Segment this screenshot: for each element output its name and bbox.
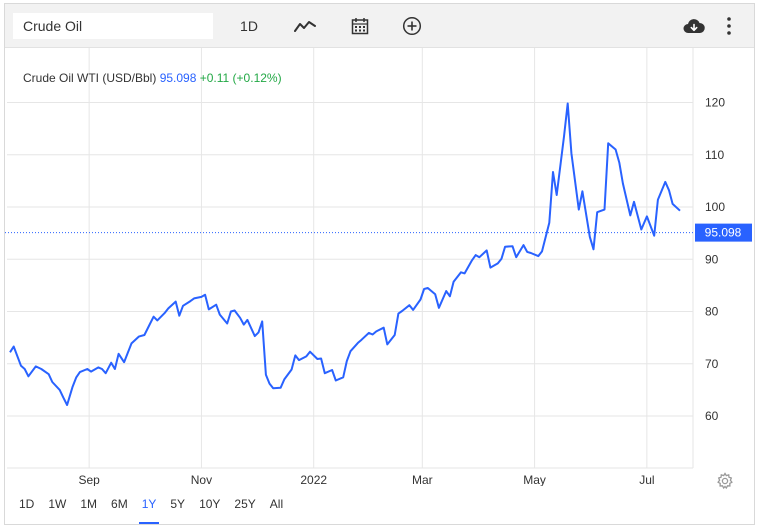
symbol-search-input[interactable] xyxy=(13,13,213,39)
range-button-25y[interactable]: 25Y xyxy=(234,497,256,511)
chart-area[interactable]: 60 70 80 90 100 110 120 Sep Nov 2022 Mar May Jul 95.0… xyxy=(5,48,754,490)
x-tick-label: 2022 xyxy=(300,473,327,486)
x-tick-label: Mar xyxy=(412,473,433,486)
interval-button[interactable]: 1D xyxy=(240,18,258,34)
range-selector: 1D 1W 1M 6M 1Y 5Y 10Y 25Y All xyxy=(19,494,297,524)
add-comparison-button[interactable] xyxy=(397,13,427,39)
calendar-icon xyxy=(351,18,369,35)
range-button-1w[interactable]: 1W xyxy=(48,497,67,511)
line-chart-icon xyxy=(294,21,316,32)
plus-circle-icon xyxy=(402,16,422,36)
legend-change: +0.11 (+0.12%) xyxy=(199,71,282,85)
last-value-label: 95.098 xyxy=(705,226,742,240)
price-chart[interactable]: 60 70 80 90 100 110 120 Sep Nov 2022 Mar May Jul 95.0… xyxy=(5,48,754,486)
more-vertical-icon xyxy=(727,17,731,35)
y-tick-label: 60 xyxy=(705,409,719,423)
range-button-1m[interactable]: 1M xyxy=(80,497,98,511)
range-button-6m[interactable]: 6M xyxy=(111,497,128,511)
gear-icon xyxy=(717,472,733,490)
chart-legend: Crude Oil WTI (USD/Bbl) 95.098 +0.11 (+0… xyxy=(23,71,282,85)
x-tick-label: Sep xyxy=(78,473,100,486)
toolbar: 1D xyxy=(5,4,754,48)
y-tick-label: 90 xyxy=(705,252,719,266)
range-button-5y[interactable]: 5Y xyxy=(170,497,186,511)
legend-name: Crude Oil WTI (USD/Bbl) xyxy=(23,71,157,85)
last-value-badge xyxy=(695,223,752,242)
download-button[interactable] xyxy=(679,13,709,39)
y-tick-label: 120 xyxy=(705,96,725,110)
y-tick-label: 100 xyxy=(705,200,725,214)
cloud-download-icon xyxy=(683,19,705,33)
legend-price: 95.098 xyxy=(159,71,197,85)
y-tick-label: 80 xyxy=(705,305,719,319)
x-tick-label: Nov xyxy=(191,473,212,486)
price-series-line xyxy=(9,102,681,406)
more-options-button[interactable] xyxy=(719,13,739,39)
y-tick-label: 70 xyxy=(705,357,719,371)
range-button-1y[interactable]: 1Y xyxy=(138,494,160,524)
chart-settings-button[interactable] xyxy=(715,471,735,491)
date-range-button[interactable] xyxy=(345,13,375,39)
chart-type-button[interactable] xyxy=(290,13,320,39)
y-tick-label: 110 xyxy=(705,148,724,162)
range-button-all[interactable]: All xyxy=(269,497,284,511)
range-button-10y[interactable]: 10Y xyxy=(199,497,221,511)
chart-widget: 1D xyxy=(4,3,755,525)
range-button-1d[interactable]: 1D xyxy=(19,497,35,511)
x-tick-label: Jul xyxy=(639,473,654,486)
x-tick-label: May xyxy=(523,473,546,486)
